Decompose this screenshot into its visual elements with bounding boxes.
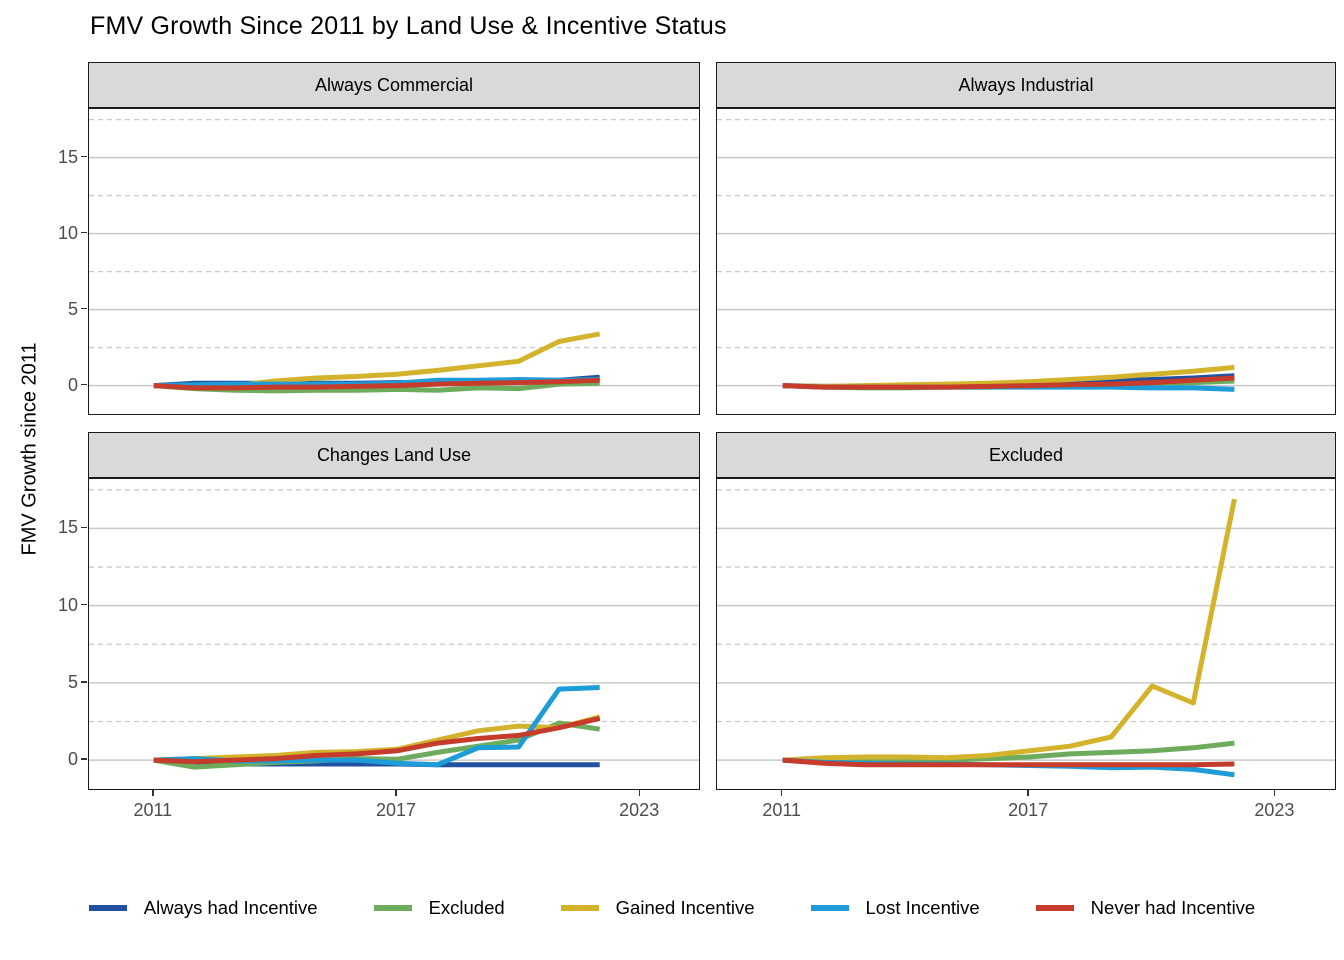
panel-excluded [716, 478, 1336, 790]
facet-strip-excluded: Excluded [716, 432, 1336, 478]
panel-changes-land-use [88, 478, 700, 790]
y-tick-label: 10 [57, 594, 78, 615]
legend-label: Lost Incentive [865, 897, 980, 918]
legend-key-swatch [560, 905, 599, 911]
y-tick-label: 0 [67, 374, 78, 395]
legend-key-swatch [373, 905, 412, 911]
x-tick-label: 2023 [1254, 800, 1295, 820]
y-tick-mark [81, 231, 87, 234]
x-tick-mark [1273, 790, 1276, 796]
panel-always-commercial [88, 108, 700, 415]
legend-key-swatch [88, 905, 127, 911]
panel-plot-area [717, 118, 1335, 392]
panel-plot-area [89, 118, 699, 394]
facet-strip-label: Always Industrial [958, 74, 1094, 95]
x-tick-label: 2017 [375, 800, 417, 820]
legend-key-swatch [810, 905, 849, 911]
y-tick-label: 5 [67, 671, 78, 692]
y-tick-mark [81, 526, 87, 529]
facet-strip-label: Excluded [988, 444, 1064, 465]
series-line-never-had-incentive [782, 375, 1235, 390]
series-line-never-had-incentive [782, 757, 1235, 768]
y-tick-label: 15 [57, 146, 78, 167]
x-tick-label: 2011 [133, 800, 173, 820]
legend-item-gained-incentive: Gained Incentive [560, 897, 755, 919]
legend-label: Excluded [428, 897, 505, 918]
x-tick-mark [780, 790, 783, 796]
x-tick-label: 2017 [1008, 800, 1049, 820]
y-tick-mark [81, 307, 87, 310]
x-tick-mark [395, 790, 397, 796]
facet-strip-label: Always Commercial [314, 74, 474, 95]
legend-item-lost-incentive: Lost Incentive [810, 897, 980, 919]
y-tick-label: 5 [67, 298, 78, 319]
series-line-never-had-incentive [153, 377, 600, 391]
x-tick-label: 2023 [619, 800, 660, 820]
legend-label: Gained Incentive [615, 897, 755, 918]
x-tick-mark [638, 790, 640, 796]
y-tick-mark [81, 603, 87, 606]
y-tick-mark [81, 681, 87, 683]
facet-strip-label: Changes Land Use [316, 444, 472, 465]
x-tick-label: 2011 [762, 800, 802, 820]
legend-item-always-had-incentive: Always had Incentive [88, 897, 318, 919]
y-tick-mark [81, 155, 87, 158]
facet-strip-always-industrial: Always Industrial [716, 62, 1336, 108]
y-tick-mark [81, 383, 87, 386]
legend-label: Always had Incentive [143, 897, 318, 918]
x-tick-mark [1027, 790, 1029, 796]
y-tick-label: 0 [67, 749, 78, 770]
legend-label: Never had Incentive [1090, 897, 1256, 918]
legend: Always had Incentive Excluded Gained Incen… [0, 886, 1344, 930]
facet-strip-changes-land-use: Changes Land Use [88, 432, 700, 478]
panel-plot-area [89, 489, 699, 770]
chart-title: FMV Growth Since 2011 by Land Use & Ince… [90, 12, 727, 40]
series-line-never-had-incentive [153, 715, 601, 765]
panel-plot-area [717, 489, 1335, 778]
facet-strip-always-commercial: Always Commercial [88, 62, 700, 108]
legend-item-excluded: Excluded [373, 897, 505, 919]
legend-item-never-had-incentive: Never had Incentive [1035, 897, 1256, 919]
panel-always-industrial [716, 108, 1336, 415]
series-line-gained-incentive [782, 498, 1237, 763]
x-tick-mark [152, 790, 154, 796]
y-tick-label: 10 [57, 222, 78, 243]
y-tick-label: 15 [57, 517, 78, 538]
y-tick-mark [81, 758, 87, 760]
legend-key-swatch [1035, 905, 1074, 911]
